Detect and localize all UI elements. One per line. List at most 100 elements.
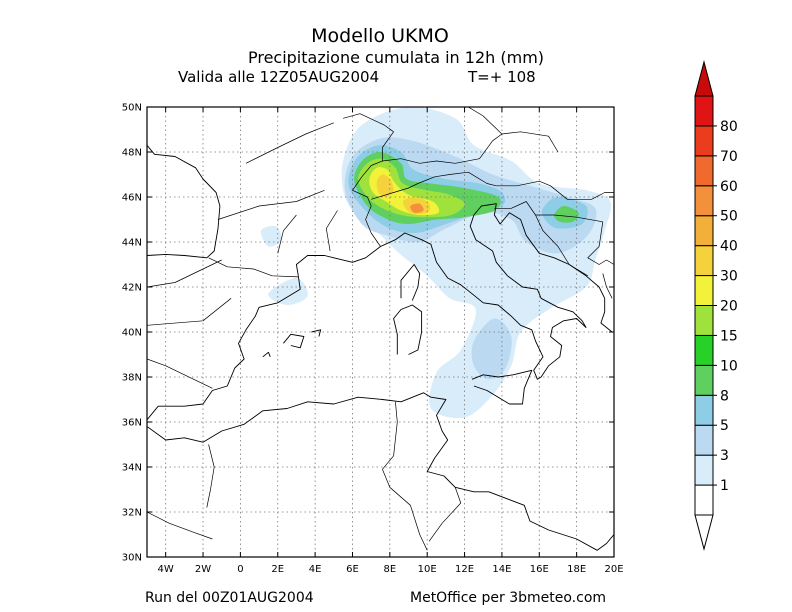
x-tick-label-8E: 8E (383, 564, 396, 575)
border-france-1 (217, 189, 325, 220)
border-serbia (587, 221, 614, 265)
precip-region-r14 (410, 203, 424, 213)
y-tick-label-40N: 40N (122, 328, 142, 339)
colorbar-label-10: 10 (720, 358, 738, 374)
precip-region-r2 (260, 225, 282, 247)
border-france-3 (325, 210, 338, 252)
colorbar-label-50: 50 (720, 209, 738, 225)
colorbar-label-70: 70 (720, 149, 738, 165)
colorbar-segment-3 (694, 424, 714, 456)
coastline-iberia-east (147, 275, 301, 421)
coastline-ibiza (262, 351, 271, 358)
coastlines (147, 107, 614, 551)
y-tick-label-38N: 38N (122, 373, 142, 384)
border-austria (501, 131, 559, 153)
colorbar-label-3: 3 (720, 448, 729, 464)
border-france-4 (245, 122, 334, 164)
plot-area (147, 107, 614, 557)
coastline-north-africa (147, 392, 614, 551)
border-benelux (343, 113, 394, 133)
colorbar-segment-15 (694, 305, 714, 336)
colorbar-segment-40 (694, 215, 714, 247)
colorbar-segment-30 (694, 245, 714, 277)
border-iberia-2 (147, 358, 213, 389)
border-swiss-north (382, 133, 503, 164)
border-albania (602, 273, 613, 299)
border-bosnia (535, 214, 588, 277)
axis-ticks (147, 106, 615, 558)
colorbar-segment-below-1 (694, 484, 714, 516)
chart-title: Modello UKMO (311, 25, 449, 47)
colorbar-segment-5 (694, 394, 714, 426)
y-axis-labels: 30N 32N 34N 36N 38N 40N 42N 44N 46N 48N 50N (122, 103, 142, 564)
coastline-corsica (400, 264, 421, 301)
y-tick-label-32N: 32N (122, 508, 142, 519)
colorbar-label-40: 40 (720, 239, 738, 255)
coastline-iberia-north (147, 145, 221, 259)
x-tick-label-4E: 4E (309, 564, 322, 575)
colorbar-segment-80 (694, 95, 714, 127)
border-pyrenees (208, 257, 299, 278)
border-iberia-3 (147, 298, 232, 326)
x-tick-label-2E: 2E (271, 564, 284, 575)
colorbar-segment-20 (694, 275, 714, 307)
x-tick-label-10E: 10E (418, 564, 437, 575)
y-tick-label-42N: 42N (122, 283, 142, 294)
coastline-france-south (295, 203, 613, 380)
y-tick-label-30N: 30N (122, 553, 142, 564)
colorbar-segment-10 (694, 334, 714, 366)
x-axis-labels: 4W 2W 0 2E 4E 6E 8E 10E 12E 14E 16E 18E 20E (158, 564, 624, 575)
x-tick-label-2W: 2W (195, 564, 211, 575)
border-iberia-1 (147, 259, 222, 288)
border-rhine (352, 131, 394, 247)
run-label: Run del 00Z01AUG2004 (145, 590, 314, 606)
x-tick-label-4W: 4W (158, 564, 174, 575)
y-tick-label-46N: 46N (122, 193, 142, 204)
colorbar-label-30: 30 (720, 269, 738, 285)
colorbar-over-arrow (694, 60, 714, 97)
colorbar-label-20: 20 (720, 299, 738, 315)
colorbar-label-80: 80 (720, 119, 738, 135)
x-tick-label-6E: 6E (346, 564, 359, 575)
colorbar-segment-8 (694, 364, 714, 396)
border-maghreb-1 (206, 444, 215, 508)
valid-time-label: Valida alle 12Z05AUG2004 (178, 68, 379, 86)
colorbar-segment-60 (694, 155, 714, 187)
colorbar-segment-70 (694, 125, 714, 157)
border-maghreb-3 (382, 401, 428, 551)
coastline-sardinia (393, 304, 423, 355)
source-label: MetOffice per 3bmeteo.com (410, 590, 606, 606)
colorbar-legend: 1 3 5 8 10 15 20 30 40 50 60 70 80 (694, 60, 738, 551)
border-maghreb-4 (428, 487, 462, 542)
x-tick-label-18E: 18E (567, 564, 586, 575)
x-tick-label-0: 0 (237, 564, 243, 575)
border-czech (468, 107, 503, 135)
chart-subtitle: Precipitazione cumulata in 12h (mm) (248, 48, 544, 67)
x-tick-label-16E: 16E (530, 564, 549, 575)
border-maghreb-2 (147, 511, 213, 540)
colorbar-segment-50 (694, 185, 714, 217)
coastline-menorca (311, 329, 322, 337)
gridlines (147, 107, 614, 557)
coastline-sicily (471, 369, 533, 405)
colorbar-label-5: 5 (720, 418, 729, 434)
coastline-mallorca (283, 333, 305, 349)
y-tick-label-44N: 44N (122, 238, 142, 249)
border-swiss-south (371, 171, 497, 200)
colorbar-label-60: 60 (720, 179, 738, 195)
colorbar-label-8: 8 (720, 388, 729, 404)
border-france-2 (277, 214, 297, 254)
x-tick-label-14E: 14E (492, 564, 511, 575)
y-tick-label-50N: 50N (122, 103, 142, 114)
colorbar-segment-1 (694, 454, 714, 486)
border-slovenia (496, 180, 614, 200)
precip-region-r12 (376, 174, 394, 198)
x-tick-label-12E: 12E (455, 564, 474, 575)
colorbar-under-arrow (694, 514, 714, 551)
y-tick-label-36N: 36N (122, 418, 142, 429)
colorbar-label-1: 1 (720, 478, 729, 494)
lead-time-label: T=+ 108 (467, 68, 536, 86)
y-tick-label-34N: 34N (122, 463, 142, 474)
precip-region-r3 (268, 277, 308, 306)
